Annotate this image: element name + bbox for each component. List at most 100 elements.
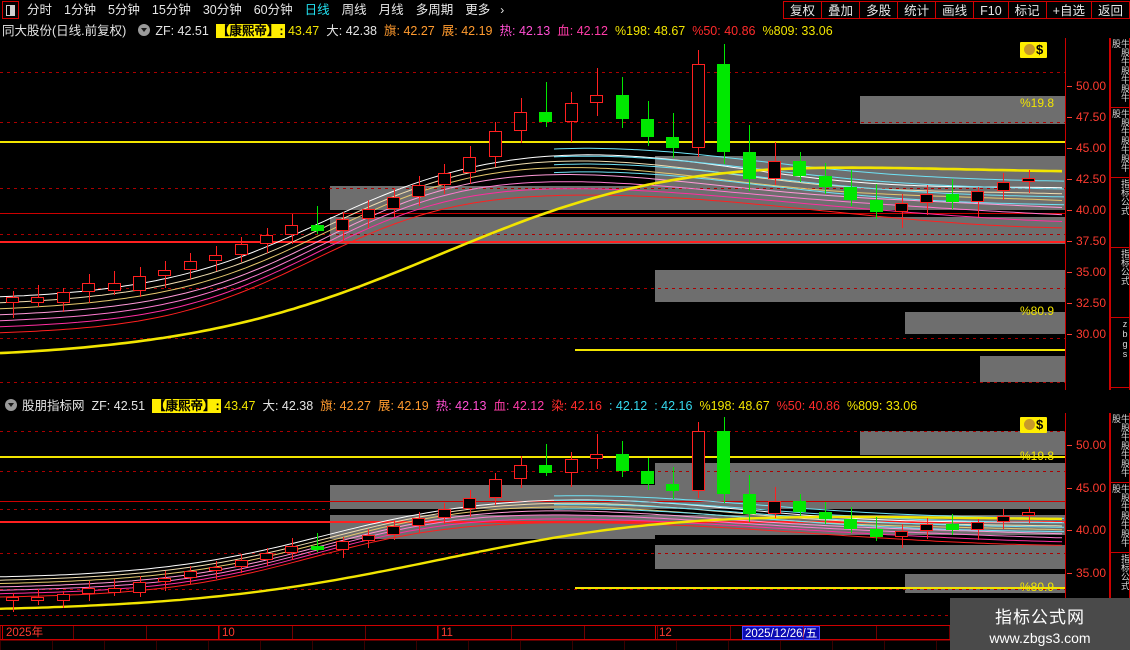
panel2-side-strip[interactable]: 牛股牛股牛股牛股 牛股牛股牛股牛股 指标公式 xyxy=(1110,413,1130,625)
candle-body[interactable] xyxy=(895,530,908,538)
candle-body[interactable] xyxy=(6,296,19,303)
candle-body[interactable] xyxy=(514,111,527,132)
period-tab-multi[interactable]: 多周期 xyxy=(415,3,454,17)
side-strip-segment[interactable]: 指标公式 xyxy=(1111,178,1129,248)
candle-body[interactable] xyxy=(844,519,857,529)
candle-body[interactable] xyxy=(489,479,502,498)
candle-body[interactable] xyxy=(539,111,552,123)
period-tab-weekly[interactable]: 周线 xyxy=(341,3,367,17)
candle-body[interactable] xyxy=(565,459,578,473)
period-tab-monthly[interactable]: 月线 xyxy=(378,3,404,17)
candle-body[interactable] xyxy=(235,559,248,568)
candle-body[interactable] xyxy=(743,494,756,514)
side-strip-segment[interactable]: zbgs xyxy=(1111,318,1129,388)
date-axis[interactable]: 2025年 10 11 12 2025/12/26/五 xyxy=(0,625,1130,640)
candle-body[interactable] xyxy=(895,203,908,213)
candle-body[interactable] xyxy=(1022,512,1035,516)
candle-body[interactable] xyxy=(590,453,603,460)
candle-body[interactable] xyxy=(31,597,44,602)
candle-body[interactable] xyxy=(285,545,298,554)
candle-body[interactable] xyxy=(463,497,476,510)
candle-body[interactable] xyxy=(946,524,959,530)
overlay-button[interactable]: 叠加 xyxy=(821,1,861,19)
money-bag-badge[interactable]: $ xyxy=(1020,42,1048,58)
period-tab-5min[interactable]: 5分钟 xyxy=(107,3,140,17)
candle-body[interactable] xyxy=(997,182,1010,192)
candle-body[interactable] xyxy=(971,522,984,530)
candle-body[interactable] xyxy=(133,582,146,593)
candle-body[interactable] xyxy=(971,191,984,202)
candle-body[interactable] xyxy=(793,161,806,177)
candle-body[interactable] xyxy=(819,176,832,187)
chevron-down-circle-icon[interactable] xyxy=(138,23,151,36)
candle-body[interactable] xyxy=(489,131,502,157)
candle-body[interactable] xyxy=(590,95,603,103)
candle-body[interactable] xyxy=(336,218,349,231)
candle-body[interactable] xyxy=(387,526,400,536)
candle-body[interactable] xyxy=(920,524,933,531)
side-strip-segment[interactable]: 牛股牛股牛股牛股 xyxy=(1111,38,1129,108)
candle-body[interactable] xyxy=(387,197,400,210)
period-tab-1min[interactable]: 1分钟 xyxy=(64,3,96,17)
chevron-down-circle-icon[interactable] xyxy=(5,398,17,411)
candle-body[interactable] xyxy=(692,63,705,148)
panel1-side-strip[interactable]: 牛股牛股牛股牛股 牛股牛股牛股牛股 指标公式 指标公式 zbgs xyxy=(1110,38,1130,390)
candle-body[interactable] xyxy=(641,470,654,484)
candle-body[interactable] xyxy=(158,269,171,276)
candle-body[interactable] xyxy=(108,283,121,291)
period-tab-more[interactable]: 更多 xyxy=(465,3,491,17)
candle-body[interactable] xyxy=(336,541,349,551)
candle-body[interactable] xyxy=(1022,177,1035,183)
fuquan-button[interactable]: 复权 xyxy=(783,1,823,19)
candle-body[interactable] xyxy=(82,283,95,293)
period-tab-30min[interactable]: 30分钟 xyxy=(202,3,242,17)
candle-body[interactable] xyxy=(616,95,629,120)
period-tab-fenshi[interactable]: 分时 xyxy=(27,3,53,17)
side-strip-segment[interactable]: 牛股牛股牛股牛股 xyxy=(1111,413,1129,483)
candle-body[interactable] xyxy=(311,224,324,231)
f10-button[interactable]: F10 xyxy=(973,1,1009,19)
candle-body[interactable] xyxy=(743,152,756,180)
candle-body[interactable] xyxy=(260,235,273,245)
main-price-panel[interactable]: %19.8 %80.9 $ 50.00 47.50 45.00 42.50 40.00 37.… xyxy=(0,38,1130,390)
candle-body[interactable] xyxy=(463,156,476,174)
candle-body[interactable] xyxy=(57,292,70,303)
mark-button[interactable]: 标记 xyxy=(1007,1,1047,19)
statistics-button[interactable]: 统计 xyxy=(897,1,937,19)
candle-body[interactable] xyxy=(260,553,273,560)
side-strip-segment[interactable]: 牛股牛股牛股牛股 xyxy=(1111,108,1129,178)
candle-body[interactable] xyxy=(946,194,959,202)
panel1-plot-area[interactable]: %19.8 %80.9 $ xyxy=(0,38,1065,390)
candle-body[interactable] xyxy=(438,509,451,518)
candle-body[interactable] xyxy=(768,161,781,180)
money-bag-badge[interactable]: $ xyxy=(1020,417,1048,433)
candle-body[interactable] xyxy=(920,194,933,204)
panel2-plot-area[interactable]: %19.8 %80.9 $ xyxy=(0,413,1065,625)
candle-body[interactable] xyxy=(717,63,730,153)
candle-body[interactable] xyxy=(768,500,781,514)
chevron-right-icon[interactable]: › xyxy=(500,3,505,17)
candle-body[interactable] xyxy=(362,209,375,219)
candle-body[interactable] xyxy=(184,571,197,578)
period-tab-15min[interactable]: 15分钟 xyxy=(151,3,191,17)
candle-body[interactable] xyxy=(717,431,730,495)
candle-body[interactable] xyxy=(616,453,629,471)
candle-body[interactable] xyxy=(362,535,375,542)
candle-body[interactable] xyxy=(235,244,248,255)
candle-body[interactable] xyxy=(819,511,832,519)
candle-body[interactable] xyxy=(565,102,578,123)
back-button[interactable]: 返回 xyxy=(1090,1,1130,19)
secondary-indicator-panel[interactable]: %19.8 %80.9 $ 50.00 45.00 40.00 35.00 xyxy=(0,413,1130,625)
period-tab-60min[interactable]: 60分钟 xyxy=(253,3,293,17)
candle-body[interactable] xyxy=(844,186,857,201)
candle-body[interactable] xyxy=(184,260,197,270)
candle-body[interactable] xyxy=(870,200,883,213)
candle-body[interactable] xyxy=(997,515,1010,523)
candle-body[interactable] xyxy=(82,587,95,594)
side-strip-segment[interactable]: 牛股牛股牛股牛股 xyxy=(1111,483,1129,553)
add-watchlist-button[interactable]: +自选 xyxy=(1045,1,1092,19)
candle-body[interactable] xyxy=(692,431,705,492)
candle-body[interactable] xyxy=(6,597,19,602)
candle-body[interactable] xyxy=(514,465,527,480)
side-strip-segment[interactable]: 指标公式 xyxy=(1111,248,1129,318)
